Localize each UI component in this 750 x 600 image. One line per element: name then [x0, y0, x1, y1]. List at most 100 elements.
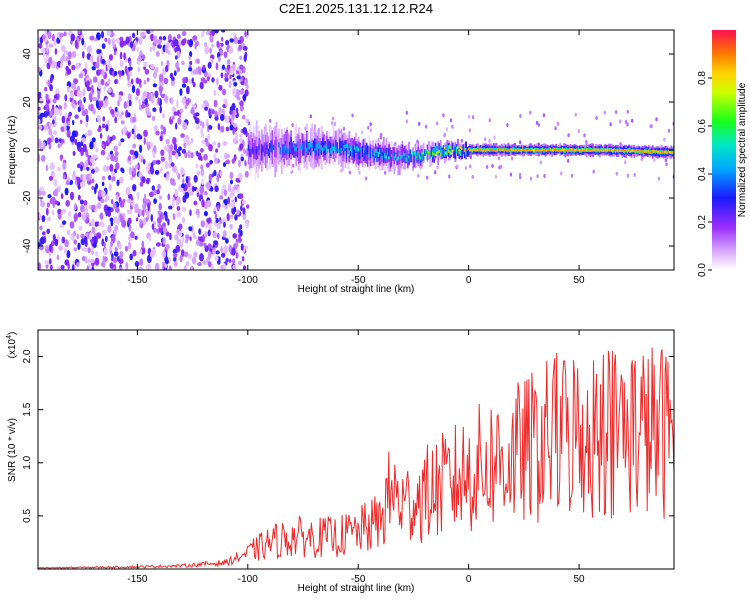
signal-cell — [486, 148, 489, 151]
y-tick-label: -40 — [22, 238, 33, 253]
noise-dot — [159, 195, 162, 200]
noise-dot — [92, 76, 98, 83]
x-tick-label: 50 — [573, 275, 585, 286]
signal-cell — [386, 151, 389, 155]
noise-dot — [178, 231, 183, 237]
noise-dot — [86, 80, 90, 87]
noise-dot — [116, 217, 121, 225]
noise-dot — [226, 59, 231, 65]
noise-dot — [60, 126, 65, 132]
noise-dot — [140, 31, 146, 37]
noise-dot — [214, 255, 219, 262]
noise-dot — [73, 203, 77, 211]
signal-cell — [287, 133, 290, 160]
noise-dot — [101, 176, 106, 181]
noise-dot — [71, 50, 77, 59]
noise-dot — [108, 54, 113, 61]
spectrogram-marks — [38, 30, 674, 270]
noise-dot — [143, 79, 147, 85]
noise-dot — [91, 185, 94, 191]
signal-cell — [523, 149, 526, 152]
noise-dot — [192, 82, 196, 88]
noise-dot — [152, 228, 158, 233]
signal-cell — [357, 147, 360, 152]
noise-dot — [172, 252, 178, 258]
noise-dot — [199, 186, 205, 194]
noise-dot — [66, 250, 71, 259]
signal-cell — [540, 148, 543, 152]
signal-cell — [450, 146, 453, 154]
noise-dot — [207, 261, 212, 268]
noise-dot — [96, 202, 102, 209]
signal-cell — [470, 149, 473, 152]
noise-dot — [214, 185, 219, 193]
noise-dot — [81, 110, 87, 116]
signal-cell — [449, 150, 451, 156]
noise-dot — [139, 181, 144, 187]
noise-dot — [583, 133, 586, 138]
noise-dot — [208, 173, 212, 181]
noise-dot — [217, 123, 221, 131]
signal-cell — [286, 148, 288, 154]
noise-dot — [147, 144, 151, 151]
noise-dot — [73, 78, 79, 85]
signal-cell — [628, 149, 630, 152]
noise-dot — [223, 245, 229, 254]
noise-dot — [655, 117, 658, 122]
x-tick-label: -50 — [351, 574, 366, 585]
noise-dot — [162, 36, 167, 41]
noise-dot — [178, 146, 182, 151]
signal-cell — [343, 145, 345, 151]
noise-dot — [173, 256, 177, 263]
signal-cell — [502, 148, 504, 152]
noise-dot — [48, 258, 52, 265]
noise-dot — [95, 147, 99, 153]
noise-dot — [171, 150, 177, 156]
noise-dot — [154, 90, 159, 99]
noise-dot — [121, 111, 124, 116]
noise-dot — [107, 87, 112, 94]
noise-dot — [157, 44, 162, 49]
noise-dot — [91, 204, 96, 211]
noise-dot — [361, 130, 364, 135]
signal-cell — [451, 149, 454, 152]
signal-cell — [531, 148, 534, 152]
noise-dot — [246, 84, 249, 89]
signal-cell — [503, 148, 506, 151]
noise-dot — [119, 36, 124, 41]
noise-dot — [204, 46, 210, 55]
signal-cell — [478, 148, 481, 151]
noise-dot — [231, 117, 234, 125]
signal-cell — [534, 149, 536, 152]
noise-dot — [44, 57, 48, 64]
signal-cell — [465, 148, 467, 151]
noise-dot — [142, 202, 147, 211]
signal-cell — [278, 142, 281, 148]
noise-dot — [291, 163, 295, 168]
noise-dot — [108, 183, 112, 192]
signal-cell — [651, 150, 654, 153]
signal-cell — [653, 150, 655, 153]
noise-dot — [122, 127, 127, 134]
signal-cell — [375, 149, 377, 153]
signal-cell — [368, 145, 371, 161]
noise-dot — [227, 186, 232, 193]
noise-dot — [78, 73, 84, 79]
signal-cell — [647, 150, 650, 153]
noise-dot — [117, 70, 123, 75]
noise-dot — [125, 262, 129, 270]
noise-dot — [215, 217, 219, 224]
signal-cell — [532, 149, 535, 152]
noise-dot — [518, 172, 522, 177]
signal-cell — [483, 149, 486, 152]
noise-dot — [44, 86, 48, 92]
signal-cell — [670, 151, 673, 154]
signal-cell — [310, 141, 312, 148]
signal-cell — [527, 149, 530, 152]
signal-cell — [265, 147, 267, 155]
noise-dot — [158, 73, 164, 83]
noise-dot — [131, 128, 135, 135]
noise-dot — [52, 98, 57, 104]
noise-dot — [127, 93, 132, 102]
noise-dot — [87, 247, 91, 254]
